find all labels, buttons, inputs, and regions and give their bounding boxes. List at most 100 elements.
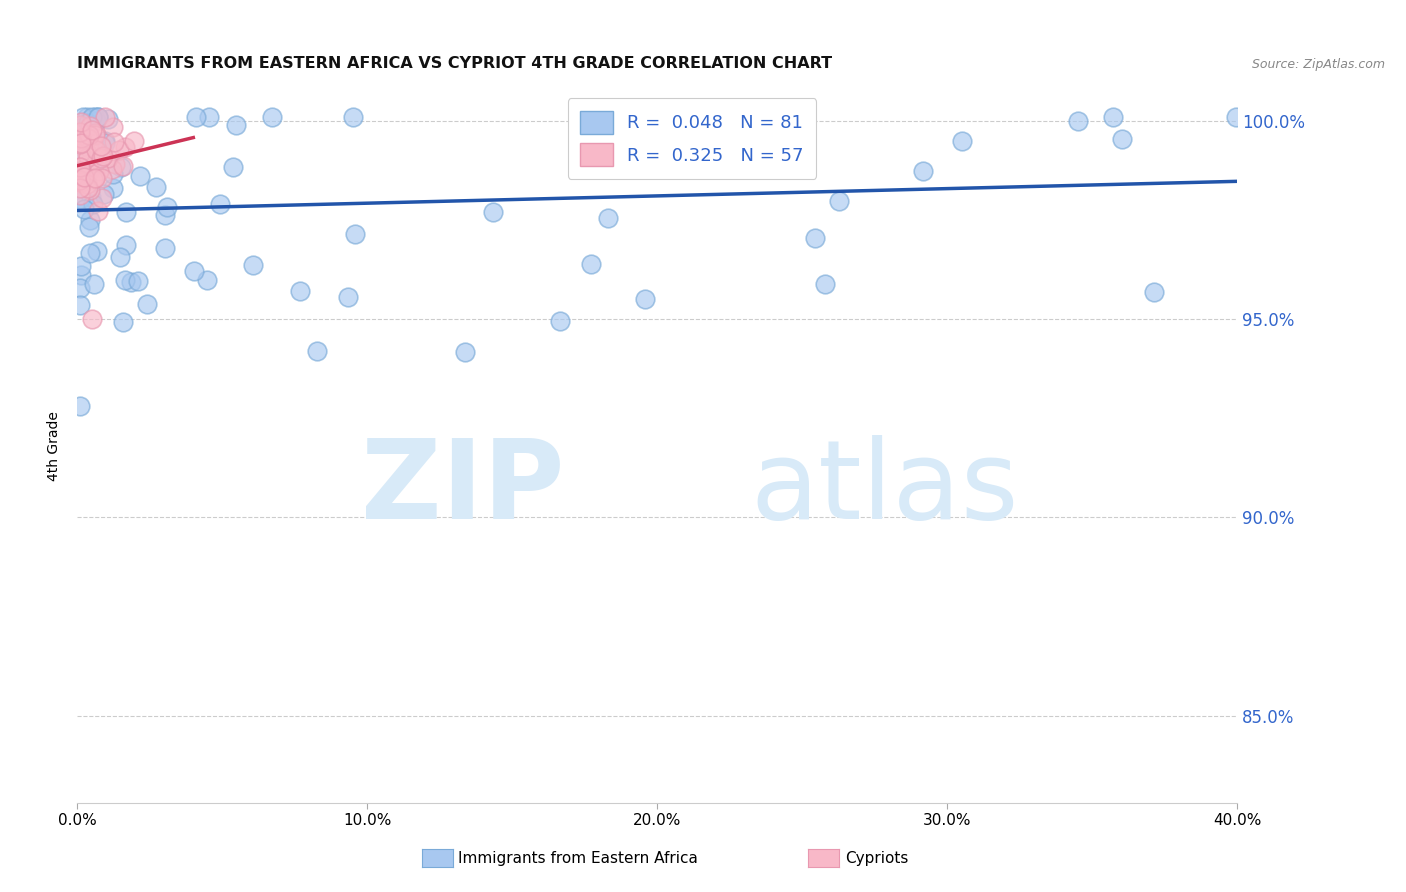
Point bbox=[114, 273, 136, 287]
Point bbox=[145, 179, 167, 194]
Point bbox=[87, 164, 110, 178]
Point bbox=[69, 160, 91, 174]
Point bbox=[183, 264, 205, 278]
Point bbox=[69, 118, 91, 132]
Point bbox=[69, 136, 91, 151]
Point bbox=[103, 120, 125, 134]
Point bbox=[482, 205, 505, 219]
Point bbox=[1102, 110, 1125, 124]
Point bbox=[111, 159, 134, 173]
Point bbox=[77, 131, 100, 145]
Point bbox=[80, 189, 103, 203]
Point bbox=[69, 160, 91, 174]
Point bbox=[70, 176, 93, 190]
Point bbox=[70, 175, 93, 189]
Text: IMMIGRANTS FROM EASTERN AFRICA VS CYPRIOT 4TH GRADE CORRELATION CHART: IMMIGRANTS FROM EASTERN AFRICA VS CYPRIO… bbox=[77, 56, 832, 71]
Point bbox=[108, 143, 131, 157]
Point bbox=[69, 145, 91, 160]
Point bbox=[103, 135, 125, 149]
Text: Cypriots: Cypriots bbox=[845, 851, 908, 865]
Point bbox=[94, 136, 117, 151]
Point bbox=[84, 126, 107, 140]
Point bbox=[337, 290, 360, 304]
Point bbox=[197, 111, 219, 125]
Point bbox=[77, 128, 100, 143]
Point bbox=[73, 151, 96, 165]
Point bbox=[598, 211, 620, 226]
Point bbox=[1066, 114, 1088, 128]
Point bbox=[155, 241, 177, 255]
Point bbox=[83, 128, 105, 142]
Point bbox=[97, 112, 120, 126]
Point bbox=[114, 204, 136, 219]
Point bbox=[69, 180, 91, 194]
Point bbox=[80, 312, 103, 326]
Point bbox=[222, 160, 245, 174]
Point bbox=[86, 160, 108, 174]
Point bbox=[69, 192, 91, 206]
Y-axis label: 4th Grade: 4th Grade bbox=[48, 411, 62, 481]
Point bbox=[82, 172, 104, 186]
Point bbox=[76, 110, 98, 124]
Point bbox=[69, 399, 91, 413]
Point bbox=[804, 231, 827, 245]
Point bbox=[225, 118, 247, 132]
Point bbox=[111, 315, 134, 329]
Point bbox=[104, 157, 127, 171]
Point bbox=[581, 258, 603, 272]
Point bbox=[110, 160, 132, 174]
Point bbox=[751, 110, 773, 124]
Point bbox=[645, 110, 668, 124]
Point bbox=[90, 151, 112, 165]
Point bbox=[87, 110, 110, 124]
Point bbox=[70, 136, 93, 150]
Point bbox=[97, 151, 120, 165]
Point bbox=[70, 167, 93, 181]
Point bbox=[70, 260, 93, 274]
Point bbox=[155, 201, 177, 215]
Text: atlas: atlas bbox=[751, 435, 1018, 542]
Point bbox=[82, 136, 104, 151]
Point bbox=[82, 110, 104, 124]
Point bbox=[127, 274, 149, 288]
Point bbox=[70, 115, 93, 129]
Point bbox=[101, 162, 124, 177]
Point bbox=[342, 110, 364, 124]
Point bbox=[73, 169, 96, 184]
Point bbox=[195, 273, 218, 287]
Point bbox=[87, 110, 110, 124]
Point bbox=[129, 169, 152, 184]
Point bbox=[86, 170, 108, 185]
Point bbox=[83, 277, 105, 291]
Point bbox=[77, 180, 100, 194]
Point bbox=[76, 146, 98, 161]
Point bbox=[153, 208, 176, 222]
Point bbox=[72, 193, 94, 207]
Point bbox=[79, 219, 101, 234]
Point bbox=[69, 188, 91, 202]
Point bbox=[950, 134, 973, 148]
Point bbox=[124, 134, 146, 148]
Point bbox=[135, 297, 157, 311]
Point bbox=[94, 110, 117, 124]
Point bbox=[69, 125, 91, 139]
Point bbox=[76, 156, 98, 170]
Point bbox=[77, 150, 100, 164]
Point bbox=[93, 186, 115, 201]
Point bbox=[86, 114, 108, 128]
Point bbox=[77, 115, 100, 129]
Point bbox=[83, 171, 105, 186]
Point bbox=[82, 123, 104, 137]
Point bbox=[115, 237, 138, 252]
Point bbox=[70, 131, 93, 145]
Point bbox=[641, 136, 664, 151]
Point bbox=[814, 277, 837, 291]
Point bbox=[454, 344, 477, 359]
Point bbox=[828, 194, 851, 209]
Point bbox=[69, 164, 91, 178]
Point bbox=[548, 314, 571, 328]
Point bbox=[90, 139, 112, 153]
Point bbox=[77, 161, 100, 175]
Point bbox=[69, 268, 91, 283]
Point bbox=[101, 181, 124, 195]
